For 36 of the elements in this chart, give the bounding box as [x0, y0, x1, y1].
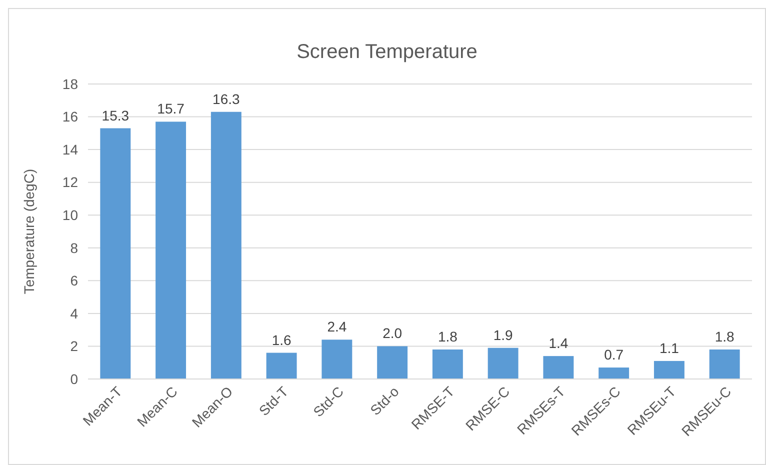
y-tick-label: 10 — [62, 207, 78, 224]
data-label: 0.7 — [604, 346, 624, 363]
data-label: 16.3 — [212, 90, 240, 107]
bar — [100, 128, 131, 379]
data-label: 1.8 — [438, 328, 458, 344]
data-label: 15.7 — [157, 100, 185, 117]
data-label: 2.4 — [327, 318, 347, 335]
bar — [654, 360, 684, 379]
data-label: 1.9 — [493, 326, 514, 343]
y-tick-label: 0 — [70, 370, 78, 387]
y-tick-label: 2 — [70, 338, 78, 354]
data-label: 2.0 — [382, 325, 402, 342]
bar — [432, 350, 463, 379]
y-tick-label: 18 — [62, 76, 78, 92]
data-label: 1.1 — [659, 340, 680, 356]
chart-title: Screen Temperature — [296, 41, 478, 63]
bar — [598, 368, 630, 379]
y-tick-label: 6 — [70, 272, 78, 289]
data-label: 1.4 — [548, 335, 568, 352]
data-label: 15.3 — [102, 107, 130, 124]
bar — [377, 346, 408, 379]
bar — [322, 340, 352, 379]
y-tick-label: 4 — [70, 305, 78, 322]
bar — [709, 350, 740, 379]
data-label: 1.8 — [714, 328, 735, 344]
y-tick-label: 14 — [62, 141, 78, 158]
bar — [543, 356, 574, 379]
bar — [266, 352, 297, 379]
bar — [156, 122, 186, 379]
bar — [210, 112, 242, 379]
bar — [488, 348, 518, 379]
y-tick-label: 12 — [62, 174, 78, 190]
y-tick-label: 8 — [70, 240, 78, 256]
y-tick-label: 16 — [62, 108, 78, 125]
y-axis-title: Temperature (degC) — [21, 168, 37, 294]
data-label: 1.6 — [272, 332, 292, 348]
